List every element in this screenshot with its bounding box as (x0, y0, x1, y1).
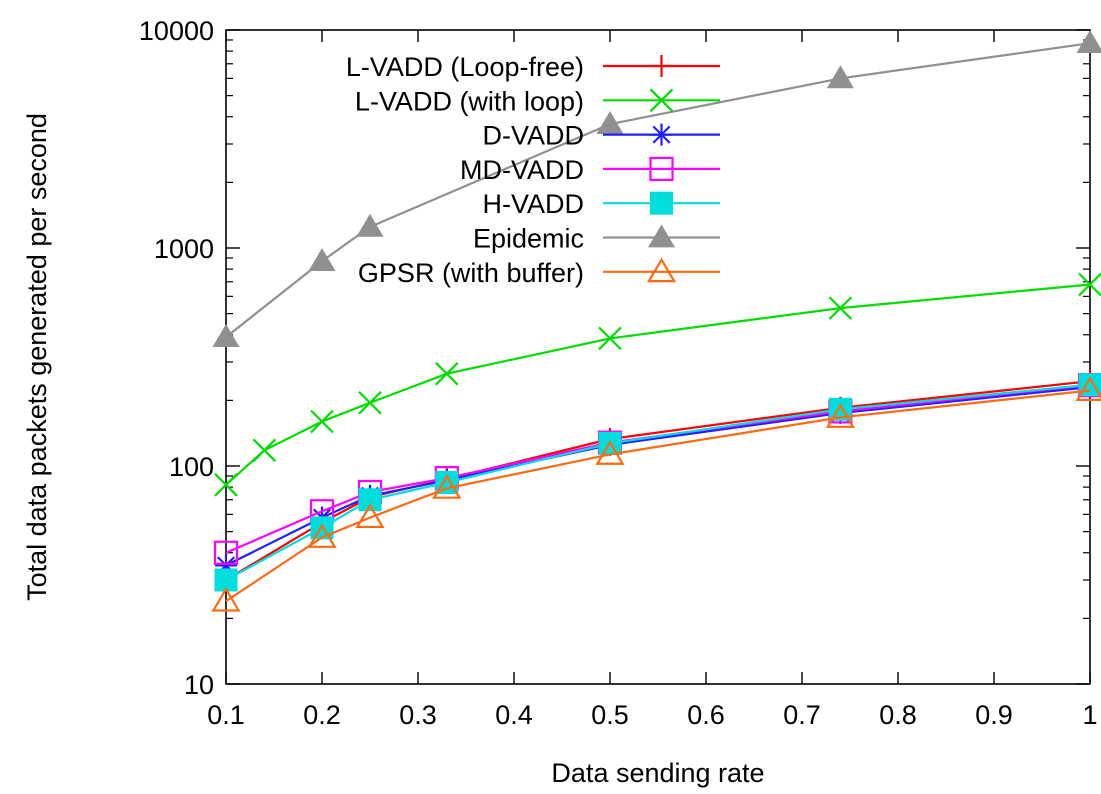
legend-entry: L-VADD (with loop) (355, 86, 720, 116)
data-point (435, 361, 459, 386)
series-epidemic (212, 30, 1101, 347)
x-tick-label: 0.6 (687, 700, 725, 730)
legend-entry: D-VADD (482, 121, 720, 151)
data-point (649, 156, 674, 181)
x-tick-label: 1 (1082, 700, 1097, 730)
data-point (650, 191, 673, 215)
data-point (1076, 30, 1101, 54)
data-point (307, 523, 337, 548)
data-point (252, 438, 277, 463)
data-point (647, 224, 676, 248)
series-line (225, 42, 1091, 338)
data-point (825, 403, 855, 428)
plot-frame (225, 29, 1091, 685)
legend-entry: GPSR (with buffer) (358, 257, 720, 288)
legend: L-VADD (Loop-free) L-VADD (with loop) D-VA… (346, 52, 720, 288)
x-tick-label: 0.4 (495, 700, 533, 730)
legend-label: L-VADD (with loop) (355, 86, 584, 116)
y-tick-label: 1000 (154, 234, 214, 264)
data-point (595, 440, 625, 465)
data-point (355, 503, 385, 529)
series-line (225, 389, 1091, 603)
legend-entry: Epidemic (473, 224, 720, 254)
series-line (225, 384, 1091, 554)
data-point (211, 586, 241, 612)
data-point (596, 111, 624, 134)
data-point (650, 123, 673, 146)
data-point (213, 540, 239, 565)
legend-label: GPSR (with buffer) (358, 258, 584, 288)
data-point (650, 55, 673, 77)
y-tick-label: 100 (169, 452, 214, 482)
series-layer (211, 30, 1101, 612)
data-point (214, 473, 238, 497)
data-point (358, 390, 382, 415)
data-point (598, 326, 622, 351)
data-point (212, 324, 240, 347)
x-tick-label: 0.7 (783, 700, 821, 730)
data-point (310, 516, 334, 540)
x-tick-label: 0.1 (207, 700, 245, 730)
x-tick-label: 0.8 (879, 700, 917, 730)
x-tick-label: 0.2 (303, 700, 341, 730)
data-point (358, 488, 382, 512)
legend-label: D-VADD (482, 121, 584, 151)
series-h-vadd (214, 373, 1101, 592)
y-tick-label: 10000 (139, 16, 214, 46)
y-tick-label: 10 (184, 670, 214, 700)
y-axis-label: Total data packets generated per second (22, 113, 52, 601)
data-point (649, 88, 674, 113)
legend-label: MD-VADD (460, 155, 584, 185)
legend-entry: MD-VADD (460, 155, 720, 185)
legend-label: Epidemic (473, 224, 584, 254)
series-line (225, 283, 1091, 486)
data-point (828, 296, 853, 320)
data-point (310, 409, 334, 434)
data-point (1078, 272, 1101, 297)
axis-ticks: 0.1 0.2 0.3 0.4 0.5 0.6 0.7 0.8 0.9 1 10 100 1000 100… (139, 16, 1098, 730)
x-tick-label: 0.5 (591, 700, 629, 730)
x-tick-label: 0.9 (975, 700, 1013, 730)
x-tick-label: 0.3 (399, 700, 437, 730)
data-point (432, 474, 462, 499)
data-point (826, 65, 854, 89)
data-point (646, 257, 677, 283)
legend-label: H-VADD (482, 189, 584, 219)
series-d-vadd (215, 376, 1101, 577)
series-line (225, 383, 1091, 581)
data-point (1075, 376, 1101, 401)
data-point (308, 248, 336, 272)
series-line (225, 380, 1091, 581)
legend-label: L-VADD (Loop-free) (346, 52, 584, 82)
legend-entry: H-VADD (482, 189, 720, 219)
series-l-vadd-with-loop (214, 272, 1101, 497)
series-line (225, 386, 1091, 567)
legend-entry: L-VADD (Loop-free) (346, 52, 720, 82)
data-point (356, 213, 384, 237)
x-axis-label: Data sending rate (551, 758, 764, 788)
series-gpsr-with-buffer (211, 376, 1101, 612)
